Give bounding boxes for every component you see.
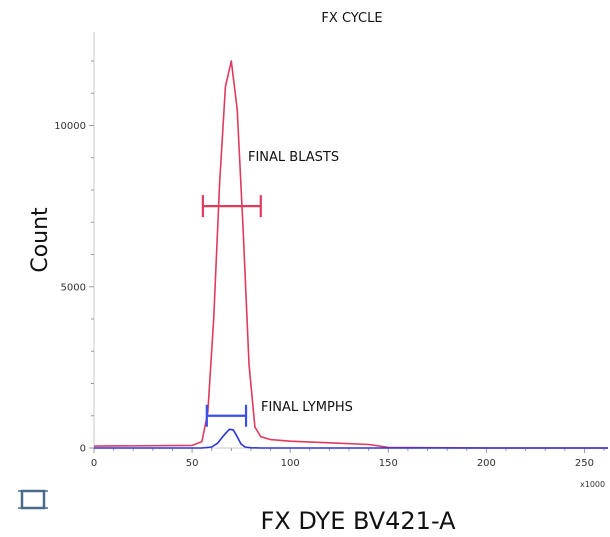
histogram-series-1 xyxy=(93,60,608,449)
gate-2[interactable]: FINAL LYMPHS xyxy=(205,400,353,427)
gate-layer: FINAL BLASTS FINAL LYMPHS xyxy=(201,150,353,427)
y-tick-label: 5000 xyxy=(61,282,86,293)
plot-area xyxy=(93,32,608,449)
histogram-series-2 xyxy=(94,428,608,449)
x-axis-multiplier: x1000 xyxy=(580,480,605,489)
gate-1[interactable]: FINAL BLASTS xyxy=(201,150,339,218)
x-tick-label: 100 xyxy=(281,458,300,469)
y-tick-label: 0 xyxy=(80,444,86,455)
x-tick-label: 200 xyxy=(477,458,496,469)
x-axis-label: FX DYE BV421-A xyxy=(261,507,457,535)
gate-label: FINAL LYMPHS xyxy=(261,400,353,415)
chart-title: FX CYCLE xyxy=(321,11,382,26)
y-axis-label: Count xyxy=(28,207,53,273)
gate-label: FINAL BLASTS xyxy=(248,150,339,165)
series-layer xyxy=(93,60,608,449)
x-tick-label: 150 xyxy=(379,458,398,469)
x-tick-label: 250 xyxy=(575,458,594,469)
frame-square-icon[interactable] xyxy=(18,488,48,512)
x-tick-label: 50 xyxy=(186,458,199,469)
y-tick-label: 10000 xyxy=(54,121,86,132)
axis-ticks: 0 5000 10000 0 50 100 150 200 250 xyxy=(54,60,605,469)
x-tick-label: 0 xyxy=(91,458,97,469)
